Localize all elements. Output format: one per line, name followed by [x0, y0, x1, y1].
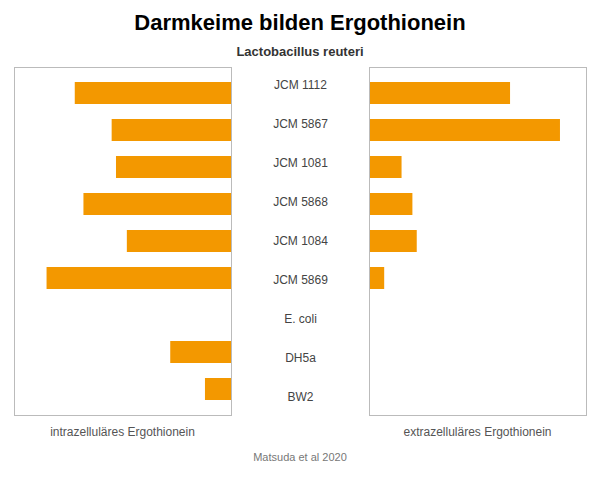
- svg-text:DH5a: DH5a: [285, 351, 316, 365]
- svg-text:JCM 1112: JCM 1112: [274, 78, 327, 92]
- svg-text:JCM 5868: JCM 5868: [273, 195, 328, 209]
- svg-text:JCM 1081: JCM 1081: [273, 156, 328, 170]
- html-text:Darmkeime bilden Ergothionein: Darmkeime bilden Ergothionein: [134, 10, 466, 35]
- svg-text:JCM 5869: JCM 5869: [273, 273, 328, 287]
- svg-text:JCM 5867: JCM 5867: [273, 117, 328, 131]
- svg-text:JCM 1084: JCM 1084: [273, 234, 328, 248]
- html-text:extrazelluläres Ergothionein: extrazelluläres Ergothionein: [403, 425, 552, 439]
- svg-text:BW2: BW2: [287, 390, 313, 404]
- svg-text:E. coli: E. coli: [284, 312, 317, 326]
- html-text:Lactobacillus reuteri: Lactobacillus reuteri: [236, 44, 364, 59]
- html-text:intrazelluläres Ergothionein: intrazelluläres Ergothionein: [50, 425, 195, 439]
- html-text:Matsuda et al 2020: Matsuda et al 2020: [253, 451, 347, 463]
